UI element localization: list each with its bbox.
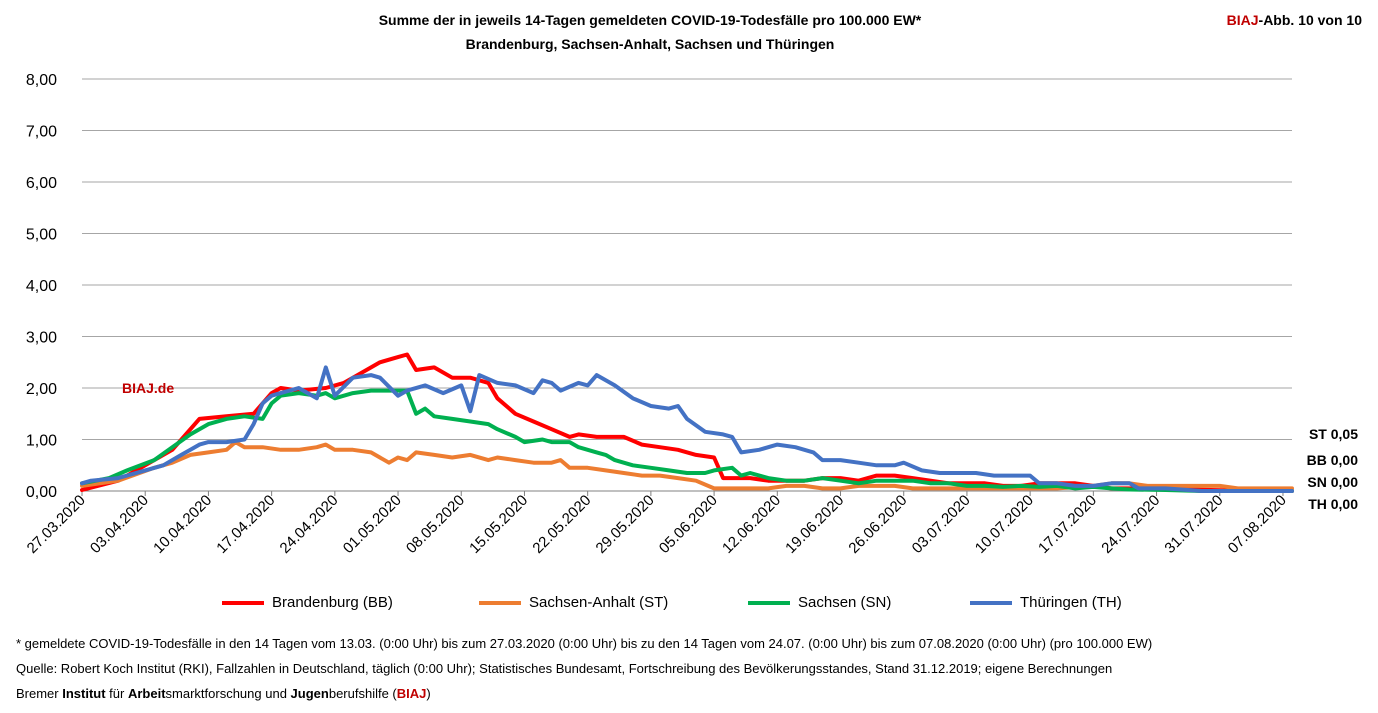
x-tick-label: 17.04.2020 xyxy=(213,492,278,557)
legend-swatch-sn xyxy=(748,600,790,605)
x-tick-label: 03.07.2020 xyxy=(909,492,974,557)
x-tick-label: 17.07.2020 xyxy=(1035,492,1100,557)
x-tick-label: 24.07.2020 xyxy=(1098,492,1163,557)
organization-note: Bremer Institut für Arbeitsmarktforschun… xyxy=(16,686,431,701)
org-part: Bremer xyxy=(16,686,63,701)
end-label-bb: BB 0,00 xyxy=(1306,452,1358,468)
end-label-sn: SN 0,00 xyxy=(1307,474,1358,490)
x-tick-label: 07.08.2020 xyxy=(1225,492,1290,557)
figure-badge: BIAJ-Abb. 10 von 10 xyxy=(1227,12,1362,28)
series-line-2 xyxy=(80,388,1294,493)
org-part-brand: BIAJ xyxy=(396,686,427,701)
x-tick-label: 03.04.2020 xyxy=(87,492,152,557)
y-tick-label: 6,00 xyxy=(26,175,57,192)
legend-item-th: Thüringen (TH) xyxy=(970,594,1122,611)
legend-swatch-th xyxy=(970,600,1012,605)
watermark: BIAJ.de xyxy=(122,380,175,396)
series-lines xyxy=(80,352,1294,493)
org-part-bold: Arbeit xyxy=(127,686,166,701)
series-line-3 xyxy=(80,365,1294,493)
org-part: berufshilfe ( xyxy=(328,686,397,701)
legend-label-th: Thüringen (TH) xyxy=(1020,594,1122,611)
x-tick-label: 05.06.2020 xyxy=(656,492,721,557)
x-tick-label: 15.05.2020 xyxy=(466,492,531,557)
org-part: smarktforschung und xyxy=(165,686,291,701)
x-tick-label: 01.05.2020 xyxy=(340,492,405,557)
legend-item-st: Sachsen-Anhalt (ST) xyxy=(479,594,668,611)
legend-label-st: Sachsen-Anhalt (ST) xyxy=(529,594,669,611)
x-tick-label: 26.06.2020 xyxy=(845,492,910,557)
legend-label-sn: Sachsen (SN) xyxy=(798,594,892,611)
legend-swatch-st xyxy=(479,600,521,605)
badge-brand: BIAJ xyxy=(1226,12,1259,28)
gridlines xyxy=(82,78,1292,492)
y-tick-label: 0,00 xyxy=(26,484,57,501)
org-part-bold: Institut xyxy=(62,686,106,701)
x-tick-label: 24.04.2020 xyxy=(277,492,342,557)
org-part: für xyxy=(105,686,128,701)
x-tick-label: 31.07.2020 xyxy=(1161,492,1226,557)
x-tick-label: 22.05.2020 xyxy=(529,492,594,557)
chart-title-line2: Brandenburg, Sachsen-Anhalt, Sachsen und… xyxy=(465,36,835,52)
x-tick-label: 19.06.2020 xyxy=(782,492,847,557)
y-tick-label: 1,00 xyxy=(26,433,57,450)
legend-swatch-bb xyxy=(222,600,264,605)
org-part-bold: Jugen xyxy=(290,686,329,701)
series-line-0 xyxy=(80,352,1294,493)
chart-title-line1: Summe der in jeweils 14-Tagen gemeldeten… xyxy=(378,12,922,28)
footnote: * gemeldete COVID-19-Todesfälle in den 1… xyxy=(16,636,1153,651)
x-axis-ticks: 27.03.202003.04.202010.04.202017.04.2020… xyxy=(24,491,1290,557)
legend-label-bb: Brandenburg (BB) xyxy=(272,594,393,611)
y-tick-label: 4,00 xyxy=(26,278,57,295)
badge-number: -Abb. 10 von 10 xyxy=(1258,12,1362,28)
x-tick-label: 27.03.2020 xyxy=(24,492,89,557)
y-tick-label: 5,00 xyxy=(26,227,57,244)
end-label-st: ST 0,05 xyxy=(1308,426,1358,442)
end-label-th: TH 0,00 xyxy=(1308,496,1358,512)
x-tick-label: 08.05.2020 xyxy=(403,492,468,557)
x-tick-label: 29.05.2020 xyxy=(593,492,658,557)
y-tick-label: 3,00 xyxy=(26,330,57,347)
x-tick-label: 10.07.2020 xyxy=(972,492,1037,557)
legend-item-bb: Brandenburg (BB) xyxy=(222,594,393,611)
source-note: Quelle: Robert Koch Institut (RKI), Fall… xyxy=(16,661,1113,676)
legend-item-sn: Sachsen (SN) xyxy=(748,594,891,611)
x-tick-label: 12.06.2020 xyxy=(719,492,784,557)
y-tick-label: 7,00 xyxy=(26,124,57,141)
y-axis-ticks: 0,00 1,00 2,00 3,00 4,00 5,00 6,00 7,00 8,00 xyxy=(26,72,57,501)
y-tick-label: 8,00 xyxy=(26,72,57,89)
x-tick-label: 10.04.2020 xyxy=(150,492,215,557)
y-tick-label: 2,00 xyxy=(26,381,57,398)
org-part: ) xyxy=(426,686,431,701)
